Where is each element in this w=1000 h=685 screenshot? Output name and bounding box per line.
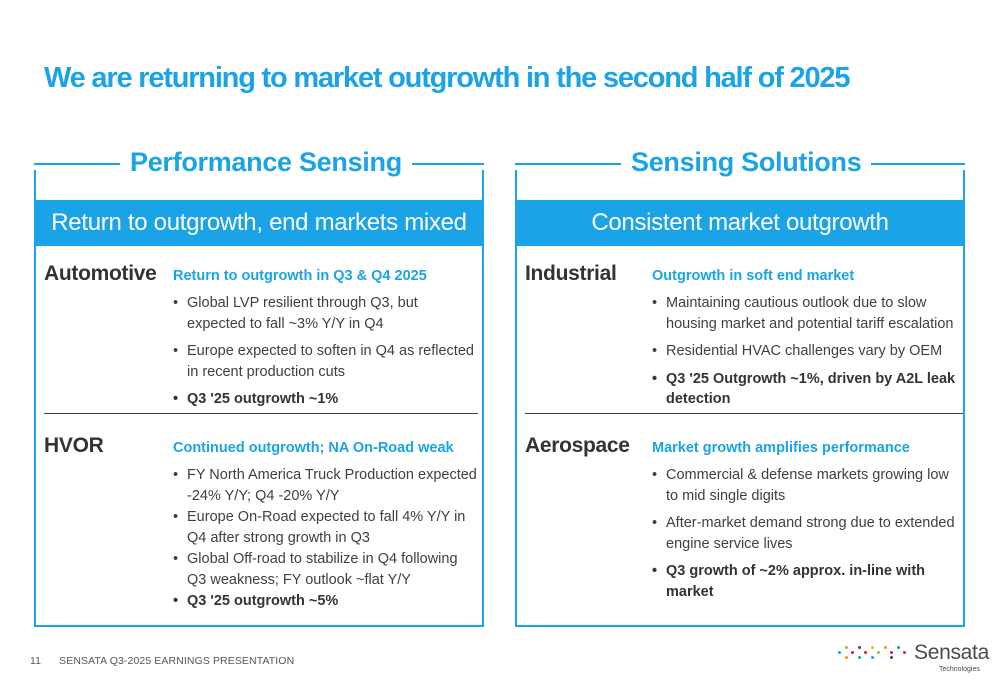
slide-footer: 11 SENSATA Q3-2025 EARNINGS PRESENTATION bbox=[30, 655, 294, 667]
bullet-item-highlight: Q3 growth of ~2% approx. in-line with ma… bbox=[652, 561, 963, 602]
bullet-item: Global LVP resilient through Q3, but exp… bbox=[173, 293, 478, 334]
segment-subtitle: Return to outgrowth in Q3 & Q4 2025 bbox=[173, 268, 427, 284]
panel-banner: Return to outgrowth, end markets mixed bbox=[34, 200, 484, 246]
sensing-solutions-panel: Sensing Solutions Consistent market outg… bbox=[515, 147, 965, 627]
logo-dot bbox=[903, 651, 906, 654]
bullet-item: Residential HVAC challenges vary by OEM bbox=[652, 341, 963, 362]
segment-divider bbox=[525, 413, 963, 414]
logo-dot bbox=[864, 651, 867, 654]
segment-body: Outgrowth in soft end market Maintaining… bbox=[652, 262, 963, 417]
segment-body: Return to outgrowth in Q3 & Q4 2025 Glob… bbox=[173, 262, 478, 417]
bullet-item: Europe On-Road expected to fall 4% Y/Y i… bbox=[173, 507, 478, 548]
segment-name: HVOR bbox=[44, 434, 104, 457]
logo-dot bbox=[877, 651, 880, 654]
header-rule bbox=[411, 163, 484, 165]
logo-dot bbox=[890, 656, 893, 659]
logo-dot bbox=[857, 646, 861, 649]
bullet-item-highlight: Q3 '25 Outgrowth ~1%, driven by A2L leak… bbox=[652, 369, 963, 410]
segment-subtitle: Continued outgrowth; NA On-Road weak bbox=[173, 440, 454, 456]
segment-name: Automotive bbox=[44, 262, 157, 285]
logo-dot bbox=[870, 656, 874, 659]
sensata-logo: Sensata Technologies bbox=[838, 641, 989, 677]
logo-tagline: Technologies bbox=[939, 666, 980, 673]
logo-dot bbox=[890, 651, 893, 654]
page-number: 11 bbox=[30, 655, 42, 667]
header-rule bbox=[515, 163, 621, 165]
bullet-item: Commercial & defense markets growing low… bbox=[652, 465, 963, 506]
bullet-list: Commercial & defense markets growing low… bbox=[652, 465, 963, 602]
slide-title: We are returning to market outgrowth in … bbox=[44, 62, 850, 94]
bullet-item: Global Off-road to stabilize in Q4 follo… bbox=[173, 549, 478, 590]
bullet-item-highlight: Q3 '25 outgrowth ~5% bbox=[173, 591, 478, 612]
performance-sensing-panel: Performance Sensing Return to outgrowth,… bbox=[34, 147, 484, 627]
segment-divider bbox=[44, 413, 478, 414]
logo-dot bbox=[870, 646, 874, 649]
logo-dot bbox=[838, 651, 841, 654]
segment-subtitle: Outgrowth in soft end market bbox=[652, 268, 855, 284]
segment-name: Aerospace bbox=[525, 434, 630, 457]
segment-body: Market growth amplifies performance Comm… bbox=[652, 434, 963, 609]
logo-dot bbox=[844, 656, 848, 659]
logo-dot bbox=[883, 646, 887, 649]
logo-dot bbox=[896, 646, 900, 649]
panel-title: Performance Sensing bbox=[130, 146, 402, 177]
footer-text: SENSATA Q3-2025 EARNINGS PRESENTATION bbox=[59, 655, 295, 667]
logo-dots-icon bbox=[838, 646, 910, 662]
segment-name: Industrial bbox=[525, 262, 617, 285]
logo-dot bbox=[851, 651, 854, 654]
bullet-list: Global LVP resilient through Q3, but exp… bbox=[173, 293, 478, 410]
segment-subtitle: Market growth amplifies performance bbox=[652, 440, 910, 456]
panel-title: Sensing Solutions bbox=[631, 146, 862, 177]
header-rule bbox=[871, 163, 965, 165]
panel-header: Performance Sensing bbox=[34, 147, 484, 177]
logo-wordmark: Sensata bbox=[914, 641, 989, 664]
header-rule bbox=[34, 163, 120, 165]
bullet-item: Europe expected to soften in Q4 as refle… bbox=[173, 341, 478, 382]
bullet-list: Maintaining cautious outlook due to slow… bbox=[652, 293, 963, 410]
bullet-item: FY North America Truck Production expect… bbox=[173, 465, 478, 506]
bullet-item-highlight: Q3 '25 outgrowth ~1% bbox=[173, 389, 478, 410]
panel-banner: Consistent market outgrowth bbox=[515, 200, 965, 246]
bullet-item: Maintaining cautious outlook due to slow… bbox=[652, 293, 963, 334]
panel-header: Sensing Solutions bbox=[515, 147, 965, 177]
bullet-list: FY North America Truck Production expect… bbox=[173, 465, 478, 612]
bullet-item: After-market demand strong due to extend… bbox=[652, 513, 963, 554]
logo-dot bbox=[844, 646, 848, 649]
logo-dot bbox=[857, 656, 861, 659]
segment-body: Continued outgrowth; NA On-Road weak FY … bbox=[173, 434, 478, 613]
